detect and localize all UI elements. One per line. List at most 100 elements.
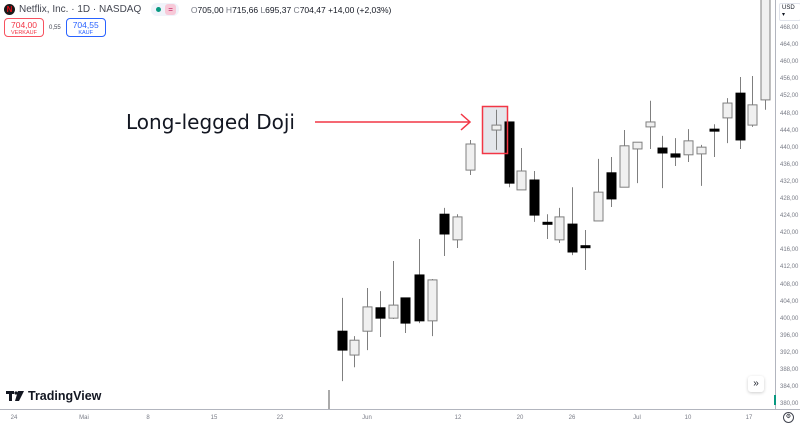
price-tick-label: 452,00 bbox=[780, 93, 799, 100]
time-tick-label: 20 bbox=[516, 415, 524, 421]
time-tick-label: 24 bbox=[10, 415, 18, 421]
time-tick-label: 12 bbox=[454, 415, 462, 421]
price-tick-label: 388,00 bbox=[780, 367, 799, 373]
buy-button[interactable]: 704,55 KAUF bbox=[65, 18, 106, 37]
candlestick-chart[interactable] bbox=[0, 0, 775, 409]
candle bbox=[593, 158, 604, 222]
candle-body bbox=[722, 102, 733, 119]
price-tick-label: 404,00 bbox=[780, 298, 799, 305]
time-tick-label: 15 bbox=[210, 415, 218, 421]
candle bbox=[580, 229, 591, 270]
candle bbox=[529, 171, 540, 222]
candle bbox=[427, 279, 438, 337]
price-tick-label: 460,00 bbox=[780, 59, 799, 66]
candle-body bbox=[504, 121, 515, 184]
high-label: H bbox=[225, 4, 233, 15]
symbol-title[interactable]: Netflix, Inc. · 1D · NASDAQ bbox=[19, 4, 142, 15]
candle bbox=[400, 297, 411, 333]
candle bbox=[696, 144, 707, 186]
candle-body bbox=[632, 141, 643, 150]
candle-body bbox=[567, 223, 578, 253]
change-value: +14,00 (+2,03%) bbox=[328, 4, 392, 15]
time-tick-label: Mai bbox=[79, 415, 89, 421]
candle-body bbox=[735, 92, 746, 141]
candle bbox=[516, 148, 527, 191]
candle bbox=[747, 76, 758, 127]
price-tick-label: 464,00 bbox=[780, 42, 799, 49]
candle bbox=[645, 100, 656, 149]
candle-body bbox=[670, 153, 681, 158]
candle bbox=[760, 0, 771, 110]
candle bbox=[670, 138, 681, 167]
scroll-to-realtime-button[interactable]: » bbox=[748, 376, 764, 392]
candle bbox=[337, 297, 348, 382]
candle-body bbox=[657, 147, 668, 154]
candle bbox=[567, 187, 578, 256]
open-value: 705,00 bbox=[197, 4, 224, 15]
indicator-status[interactable]: = bbox=[151, 3, 179, 16]
candle-body bbox=[529, 179, 540, 216]
chart-header: N Netflix, Inc. · 1D · NASDAQ = O705,00 … bbox=[4, 3, 391, 16]
price-tick-label: 416,00 bbox=[780, 247, 799, 254]
candle bbox=[554, 207, 565, 243]
price-tick-label: 424,00 bbox=[780, 213, 799, 220]
candle bbox=[465, 139, 476, 176]
high-value: 715,66 bbox=[232, 4, 259, 15]
time-axis[interactable]: 24 Mai 8 15 22 Jun 12 20 26 Jul 10 17 bbox=[0, 409, 800, 428]
candle bbox=[632, 141, 643, 184]
sell-button[interactable]: 704,00 VERKAUF bbox=[4, 18, 44, 37]
time-tick-label: 10 bbox=[684, 415, 692, 421]
candle bbox=[619, 130, 630, 188]
price-tick-label: 468,00 bbox=[780, 25, 799, 31]
candle bbox=[542, 214, 553, 239]
candle-body bbox=[683, 140, 694, 156]
price-axis[interactable]: 468,00 464,00 460,00 456,00 452,00 448,00 444,… bbox=[774, 0, 800, 409]
sell-label: VERKAUF bbox=[11, 30, 37, 36]
candle-body bbox=[760, 0, 771, 101]
doji-highlight-box bbox=[481, 105, 509, 155]
candle bbox=[375, 291, 386, 338]
candle-body bbox=[414, 274, 425, 322]
price-tick-label: 456,00 bbox=[780, 76, 799, 83]
currency-selector[interactable]: USD ▾ bbox=[779, 3, 800, 21]
price-tick-label: 448,00 bbox=[780, 110, 799, 117]
price-tick-label: 380,00 bbox=[780, 401, 799, 408]
ohlc-readout: O705,00 H715,66 L695,37 C704,47 +14,00 (… bbox=[191, 5, 391, 15]
price-tick-label: 444,00 bbox=[780, 127, 799, 134]
candle-body bbox=[593, 191, 604, 222]
price-tick-label: 432,00 bbox=[780, 178, 799, 185]
candle-body bbox=[491, 124, 502, 131]
price-tick-label: 396,00 bbox=[780, 332, 799, 339]
time-tick-label: 17 bbox=[745, 415, 753, 421]
candle-body bbox=[542, 221, 553, 225]
candle bbox=[657, 135, 668, 189]
time-tick-label: 8 bbox=[146, 415, 150, 421]
annotation-arrow bbox=[315, 113, 472, 131]
price-tick-label: 392,00 bbox=[780, 349, 799, 356]
candle-body bbox=[606, 172, 617, 200]
spread-value: 0,55 bbox=[49, 24, 61, 31]
price-tick-label: 412,00 bbox=[780, 264, 799, 271]
price-tick-label: 440,00 bbox=[780, 144, 799, 151]
sell-price: 704,00 bbox=[11, 20, 37, 30]
netflix-logo-icon: N bbox=[4, 4, 15, 15]
candle-body bbox=[349, 339, 360, 356]
price-tick-label: 400,00 bbox=[780, 315, 799, 322]
time-tick-label: 26 bbox=[568, 415, 576, 421]
tradingview-logo-icon bbox=[6, 391, 24, 401]
low-label: L bbox=[260, 4, 266, 15]
price-tick-label: 384,00 bbox=[780, 384, 799, 391]
trade-panel: 704,00 VERKAUF 0,55 704,55 KAUF bbox=[4, 18, 106, 37]
candle-body bbox=[337, 330, 348, 351]
candle bbox=[722, 98, 733, 144]
buy-price: 704,55 bbox=[72, 20, 99, 30]
candle bbox=[388, 261, 399, 320]
candle bbox=[362, 288, 373, 351]
candle-body bbox=[375, 307, 386, 319]
axis-settings-icon[interactable]: ⚙ bbox=[783, 412, 794, 423]
close-value: 704,47 bbox=[299, 4, 326, 15]
candle-body bbox=[619, 145, 630, 188]
candle-body bbox=[400, 297, 411, 324]
candle-body bbox=[580, 245, 591, 249]
price-tick-label: 436,00 bbox=[780, 161, 799, 168]
